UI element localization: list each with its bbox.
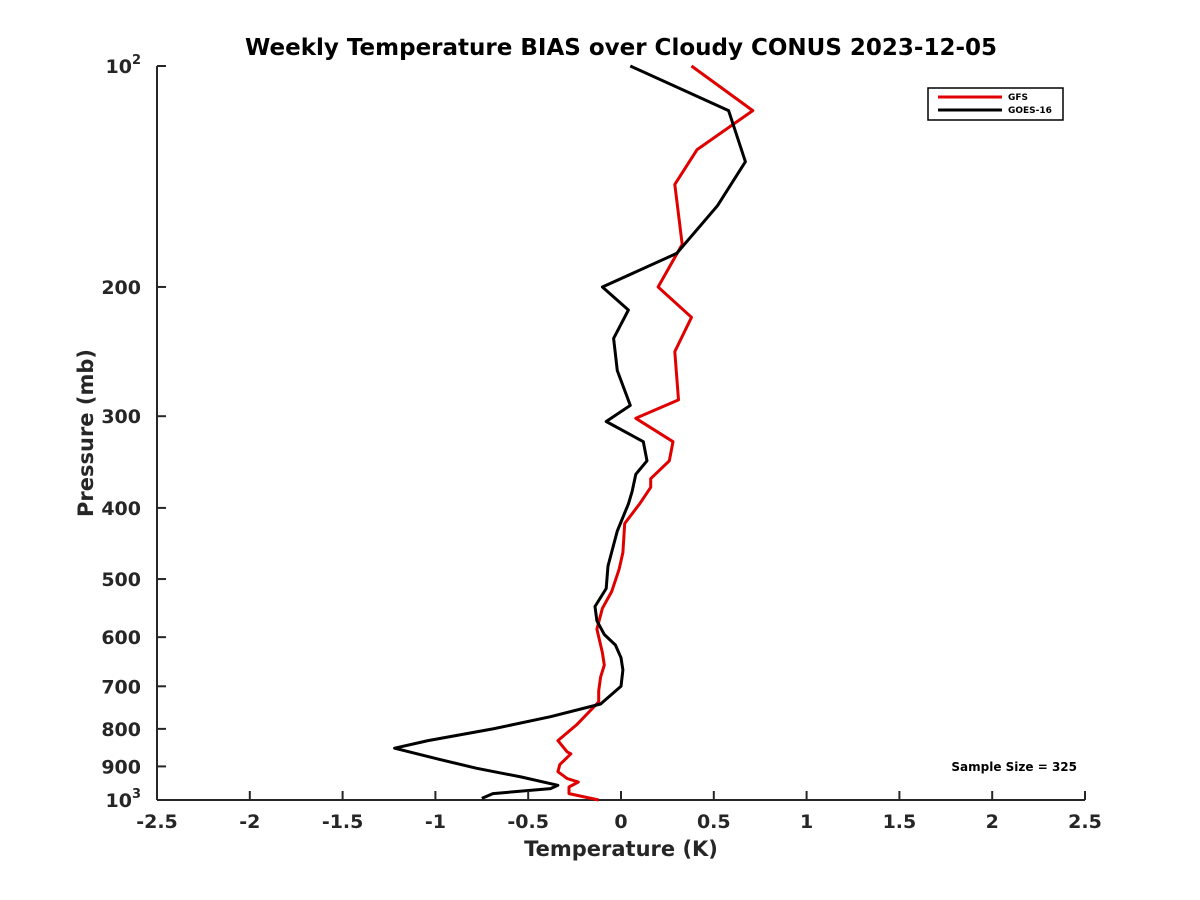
- x-tick-label: -1.5: [322, 811, 364, 833]
- y-tick-label: 400: [101, 498, 141, 520]
- x-tick-label: -0.5: [507, 811, 549, 833]
- legend-box: [927, 87, 1064, 121]
- y-tick-label: 600: [101, 627, 141, 649]
- axes: [156, 66, 1085, 801]
- x-tick-label: -2.5: [136, 811, 178, 833]
- x-tick-label: 2: [986, 811, 999, 833]
- x-tick-label: -1: [425, 811, 446, 833]
- x-tick-label: 0: [614, 811, 627, 833]
- chart-title: Weekly Temperature BIAS over Cloudy CONU…: [245, 35, 997, 61]
- series-line-goes-16: [393, 64, 747, 800]
- x-tick-label: -2: [239, 811, 260, 833]
- x-tick-label: 1.5: [883, 811, 917, 833]
- sample-size-annotation: Sample Size = 325: [951, 760, 1077, 774]
- y-tick-label: 102: [106, 53, 142, 78]
- x-tick-label: 0.5: [697, 811, 731, 833]
- y-tick-label: 200: [101, 277, 141, 299]
- y-tick-label: 800: [101, 719, 141, 741]
- y-tick-label: 300: [101, 406, 141, 428]
- series-layer: [393, 64, 755, 802]
- legend-label: GFS: [1008, 93, 1028, 103]
- y-tick-label: 500: [101, 569, 141, 591]
- y-tick-label: 900: [101, 756, 141, 778]
- x-axis-title: Temperature (K): [524, 837, 718, 861]
- y-tick-label: 103: [106, 787, 142, 812]
- legend: GFS GOES-16: [927, 87, 1064, 121]
- x-tick-label: 1: [800, 811, 813, 833]
- ticks-layer: -2.5 -2 -1.5 -1 -0.5 0 0.5 1 1.5 2 2.5 102 200 300 400…: [101, 53, 1102, 833]
- y-axis-title: Pressure (mb): [74, 349, 98, 517]
- series-line-gfs: [556, 64, 755, 802]
- legend-label: GOES-16: [1008, 106, 1052, 116]
- x-tick-label: 2.5: [1068, 811, 1102, 833]
- y-tick-label: 700: [101, 676, 141, 698]
